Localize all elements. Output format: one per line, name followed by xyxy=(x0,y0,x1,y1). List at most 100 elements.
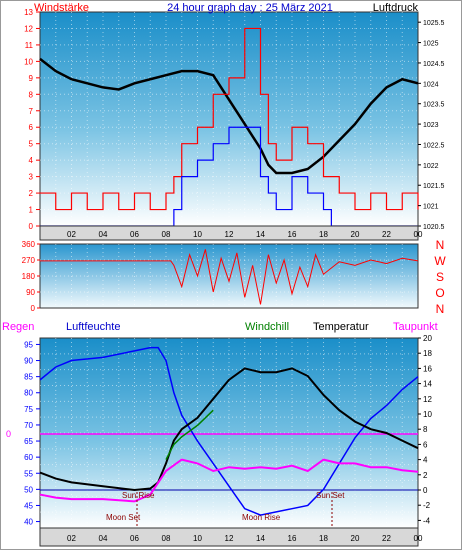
left-tick-label: 45 xyxy=(24,501,33,510)
panel3-left-ticks: 40 45 50 55 60 65 70 75 80 85 90 95 xyxy=(24,340,40,527)
left-tick-label: 270 xyxy=(22,256,36,265)
panel1-series xyxy=(39,27,419,227)
left-tick-label: 8 xyxy=(29,90,34,99)
compass-letter: S xyxy=(436,270,444,284)
right-tick-label: -2 xyxy=(423,501,431,510)
x-tick-label: 22 xyxy=(382,230,391,239)
series-luftfeuchte xyxy=(39,346,419,516)
luftfeuchte-header: Luftfeuchte xyxy=(66,321,120,333)
right-tick-label: 6 xyxy=(423,440,428,449)
x-tick-label: 18 xyxy=(319,534,328,543)
x-tick-label: 00 xyxy=(414,534,423,543)
right-tick-label: 18 xyxy=(423,349,432,358)
left-tick-label: 1 xyxy=(29,206,34,215)
left-tick-label: 50 xyxy=(24,485,33,494)
x-tick-label: 16 xyxy=(288,230,297,239)
left-tick-label: 9 xyxy=(29,74,34,83)
x-axis-ticks-bottom: 02 04 06 08 10 12 14 16 18 20 22 00 xyxy=(67,534,423,543)
left-tick-label: 75 xyxy=(24,405,33,414)
sun-rise-label: Sun Rise xyxy=(122,491,155,500)
left-tick-label: 90 xyxy=(26,288,35,297)
left-tick-label: 95 xyxy=(24,340,33,349)
panel3-right-ticks: -4 -2 0 2 4 6 8 10 12 14 16 18 20 xyxy=(418,334,432,525)
series-böen xyxy=(40,27,419,211)
right-tick-label: 1023 xyxy=(423,122,439,129)
left-tick-label: 65 xyxy=(24,437,33,446)
series-taupunkt xyxy=(39,458,419,503)
header-title: 24 hour graph day : 25 März 2021 xyxy=(167,2,333,14)
panel3-series xyxy=(39,346,419,516)
x-tick-label: 04 xyxy=(99,534,108,543)
left-tick-label: 7 xyxy=(29,107,34,116)
series-wind xyxy=(40,126,418,227)
x-tick-label: 20 xyxy=(351,230,360,239)
left-tick-label: 4 xyxy=(29,156,34,165)
x-axis-strip xyxy=(39,225,419,241)
left-tick-label: 180 xyxy=(22,272,36,281)
compass-letter: N xyxy=(436,238,445,252)
taupunkt-header: Taupunkt xyxy=(393,321,438,333)
right-tick-label: 1024 xyxy=(423,81,439,88)
panel2-series xyxy=(40,249,419,305)
left-tick-label: 3 xyxy=(29,173,34,182)
right-tick-label: 1024.5 xyxy=(423,61,445,68)
left-tick-label: 60 xyxy=(24,453,33,462)
right-tick-label: 1025 xyxy=(423,41,439,48)
regen-header: Regen xyxy=(2,321,34,333)
right-tick-label: 4 xyxy=(423,456,428,465)
right-tick-label: 1022.5 xyxy=(423,142,445,149)
x-tick-label: 18 xyxy=(319,230,328,239)
right-tick-label: 14 xyxy=(423,380,432,389)
panel2-grid xyxy=(40,244,418,308)
right-tick-label: 1021.5 xyxy=(423,183,445,190)
x-tick-label: 10 xyxy=(193,230,202,239)
right-tick-label: 1020.5 xyxy=(423,224,445,231)
right-tick-label: 16 xyxy=(423,364,432,373)
right-tick-label: -4 xyxy=(423,516,431,525)
left-tick-label: 90 xyxy=(24,357,33,366)
left-tick-label: 55 xyxy=(24,469,33,478)
temperatur-header: Temperatur xyxy=(313,321,369,333)
left-tick-label: 40 xyxy=(24,518,33,527)
right-tick-label: 10 xyxy=(423,410,432,419)
header-right-label: Luftdruck xyxy=(373,2,419,14)
x-tick-label: 02 xyxy=(67,534,76,543)
panel2-left-ticks: 0 90 180 270 360 xyxy=(22,240,40,313)
x-tick-label: 06 xyxy=(130,230,139,239)
x-axis-strip-bottom xyxy=(39,527,419,547)
x-tick-label: 14 xyxy=(256,230,265,239)
right-tick-label: 1021 xyxy=(423,204,439,211)
moon-rise-label: Moon Rise xyxy=(242,513,281,522)
right-tick-label: 12 xyxy=(423,395,432,404)
x-tick-label: 14 xyxy=(256,534,265,543)
panel-temp-humidity xyxy=(39,337,419,529)
left-tick-label: 0 xyxy=(29,222,34,231)
x-tick-label: 08 xyxy=(162,230,171,239)
sun-set-label: Sun Set xyxy=(316,491,345,500)
right-tick-label: 1022 xyxy=(423,163,439,170)
left-tick-label: 11 xyxy=(25,41,34,50)
compass-letter: W xyxy=(434,254,446,268)
x-tick-label: 22 xyxy=(382,534,391,543)
right-tick-label: 8 xyxy=(423,425,428,434)
x-tick-label: 04 xyxy=(99,230,108,239)
left-tick-label: 85 xyxy=(24,373,33,382)
x-tick-label: 12 xyxy=(225,230,234,239)
right-tick-label: 1025.5 xyxy=(423,20,445,27)
x-tick-label: 20 xyxy=(351,534,360,543)
compass-letter: N xyxy=(436,302,445,316)
x-tick-label: 08 xyxy=(162,534,171,543)
x-tick-label: 12 xyxy=(225,534,234,543)
right-tick-label: 2 xyxy=(423,471,428,480)
x-tick-label: 02 xyxy=(67,230,76,239)
moon-set-label: Moon Set xyxy=(106,513,141,522)
series-temperatur xyxy=(39,367,419,492)
left-tick-label: 5 xyxy=(29,140,34,149)
series-windrichtung xyxy=(40,249,419,305)
header-left-label: Windstärke xyxy=(34,2,89,14)
x-tick-label: 10 xyxy=(193,534,202,543)
